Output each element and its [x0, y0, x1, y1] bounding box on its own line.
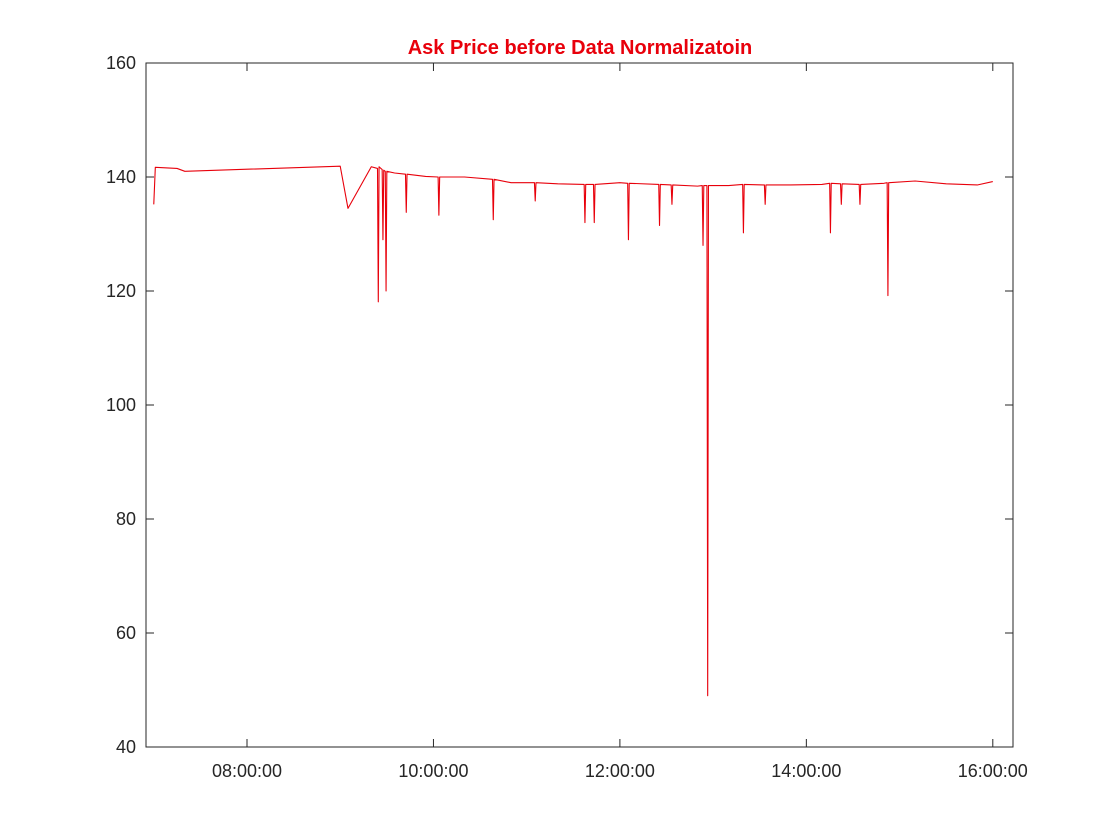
chart-title: Ask Price before Data Normalizatoin: [408, 37, 753, 59]
y-tick-label: 100: [106, 395, 136, 415]
series-layer: [153, 165, 993, 697]
x-tick-label: 14:00:00: [771, 761, 841, 781]
plot-area-frame: [145, 62, 1014, 748]
y-tick-label: 40: [116, 737, 136, 757]
y-tick-label: 160: [106, 53, 136, 73]
y-axis: 40 60 80 100 120 140 160: [106, 53, 1013, 757]
x-axis: 08:00:00 10:00:00 12:00:00 14:00:00 16:00:00: [212, 63, 1028, 781]
y-tick-label: 140: [106, 167, 136, 187]
x-tick-label: 12:00:00: [585, 761, 655, 781]
y-tick-label: 60: [116, 623, 136, 643]
x-tick-label: 16:00:00: [958, 761, 1028, 781]
x-tick-label: 08:00:00: [212, 761, 282, 781]
x-tick-label: 10:00:00: [398, 761, 468, 781]
y-tick-label: 80: [116, 509, 136, 529]
series-line: [153, 165, 993, 697]
y-tick-label: 120: [106, 281, 136, 301]
